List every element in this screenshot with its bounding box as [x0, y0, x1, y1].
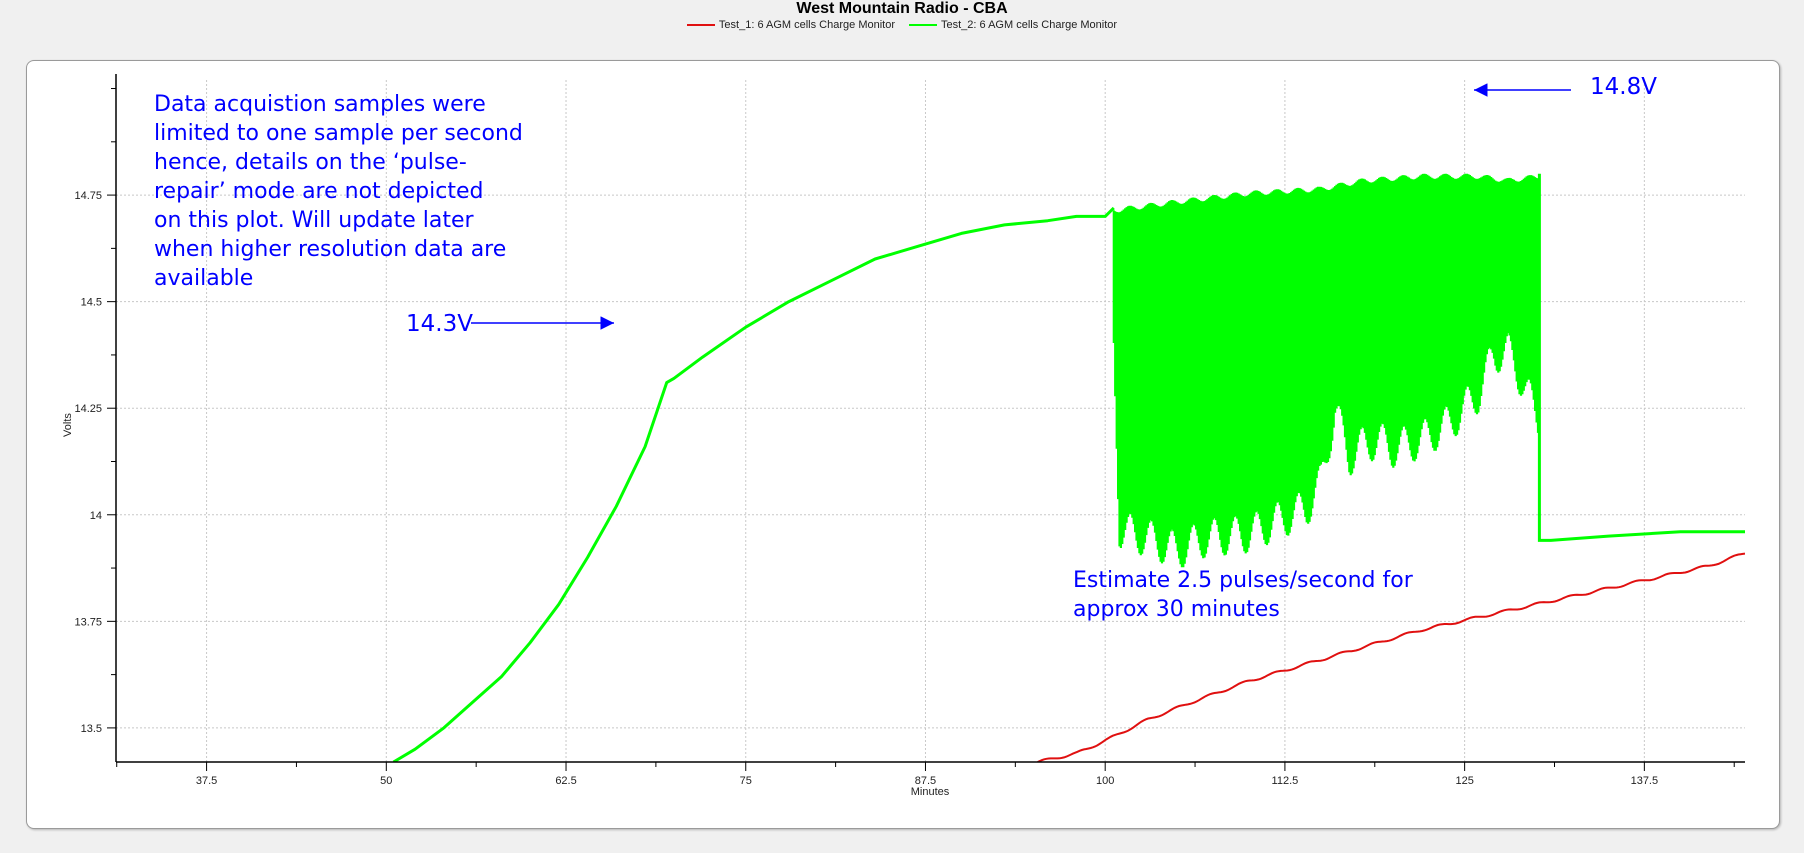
sampling-note-line-5: on this plot. Will update later: [154, 208, 475, 233]
series-test1-line: [1037, 552, 1745, 762]
x-tick-label: 62.5: [555, 775, 576, 787]
annotation-14-8v-label: 14.8V: [1590, 74, 1657, 100]
pulse-estimate-line-1: Estimate 2.5 pulses/second for: [1073, 568, 1414, 593]
legend: Test_1: 6 AGM cells Charge Monitor Test_…: [0, 19, 1804, 31]
series-test2-ramp-line: [392, 206, 1115, 762]
series-layer: [392, 173, 1745, 762]
x-tick-label: 50: [380, 775, 392, 787]
x-tick-label: 100: [1096, 775, 1114, 787]
x-tick-label: 87.5: [915, 775, 936, 787]
chart-title: West Mountain Radio - CBA: [796, 0, 1008, 17]
y-tick-label: 14: [90, 510, 102, 522]
x-axis-title: Minutes: [911, 786, 950, 798]
sampling-note-line-7: available: [154, 266, 253, 291]
sampling-note-line-4: repair’ mode are not depicted: [154, 179, 483, 204]
legend-swatch-test1: [686, 24, 715, 26]
x-tick-label: 75: [740, 775, 752, 787]
legend-item-test1: Test_1: 6 AGM cells Charge Monitor: [686, 19, 895, 31]
tick-labels: 37.5 50 62.5 75 87.5 100 112.5 125 137.5 13.5 13.7…: [74, 190, 1658, 787]
y-tick-label: 14.5: [81, 297, 102, 309]
y-tick-label: 13.75: [74, 616, 102, 628]
sampling-note-line-1: Data acquistion samples were: [154, 92, 486, 117]
y-tick-label: 14.25: [74, 403, 102, 415]
y-axis-title: Volts: [62, 413, 74, 437]
y-tick-label: 13.5: [81, 723, 102, 735]
legend-label-test1: Test_1: 6 AGM cells Charge Monitor: [718, 19, 895, 31]
sampling-note-line-2: limited to one sample per second: [154, 121, 523, 146]
axes: [107, 74, 1745, 771]
legend-item-test2: Test_2: 6 AGM cells Charge Monitor: [909, 19, 1117, 31]
sampling-note-line-3: hence, details on the ‘pulse-: [154, 150, 467, 175]
series-test2-pulse-region: [1112, 173, 1541, 568]
sampling-note-line-6: when higher resolution data are: [154, 237, 506, 262]
annotation-14-3v-label: 14.3V: [406, 311, 473, 337]
x-tick-label: 125: [1455, 775, 1473, 787]
x-tick-label: 137.5: [1631, 775, 1659, 787]
legend-label-test2: Test_2: 6 AGM cells Charge Monitor: [941, 19, 1118, 31]
legend-swatch-test2: [909, 24, 937, 26]
series-test2-post-pulse-line: [1537, 173, 1745, 542]
x-tick-label: 37.5: [196, 775, 217, 787]
x-tick-label: 112.5: [1272, 775, 1299, 787]
pulse-estimate-line-2: approx 30 minutes: [1073, 597, 1280, 622]
y-tick-label: 14.75: [74, 190, 102, 202]
